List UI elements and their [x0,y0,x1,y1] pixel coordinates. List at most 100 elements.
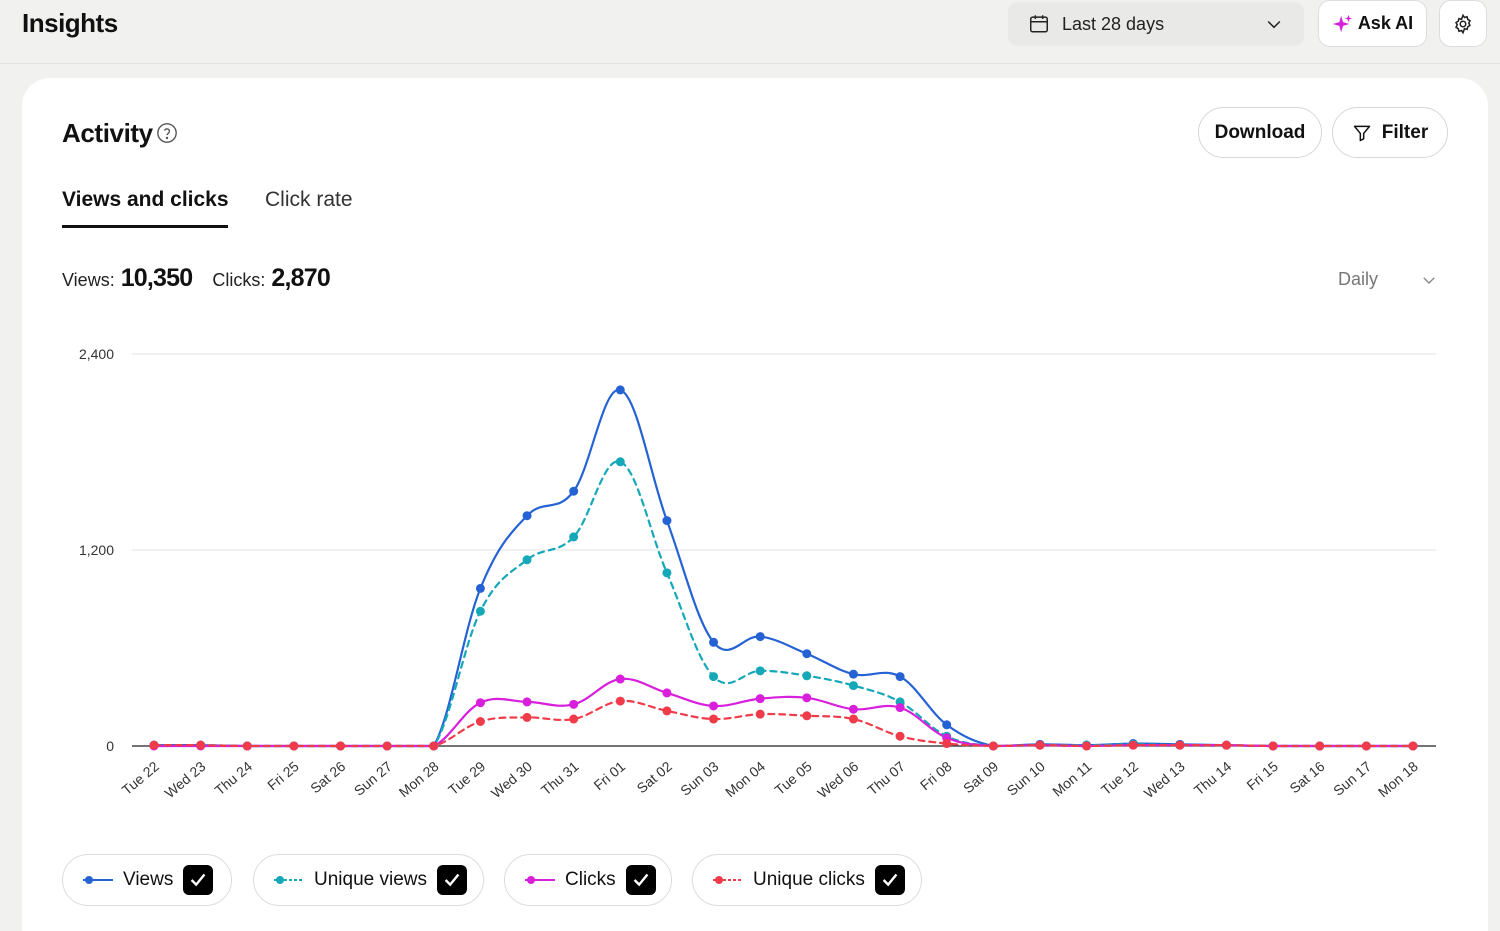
check-icon [882,873,898,887]
chevron-down-icon [1423,276,1435,284]
data-point-views [802,649,812,659]
data-point-unique-clicks [848,714,858,724]
activity-chart: 0 1,200 2,400 Tue 22 Wed 23 Thu 24 Fri 25 Sat 2… [79,346,1436,801]
filter-icon [1353,125,1371,141]
x-tick-label: Wed 13 [1141,758,1188,801]
x-tick-label: Sun 17 [1330,758,1374,799]
data-point-clicks [848,704,858,714]
data-point-unique-views [569,532,579,542]
calendar-icon [1030,15,1048,33]
card-title: Activity [62,118,153,148]
data-point-clicks [662,688,672,698]
x-tick-label: Thu 14 [1191,758,1235,798]
data-point-unique-views [662,568,672,578]
activity-card: Activity Download Filter Views and click… [22,78,1488,931]
y-tick-label: 0 [106,738,114,754]
x-tick-label: Wed 30 [488,758,535,801]
x-tick-label: Fri 01 [591,758,629,793]
x-tick-label: Sun 03 [677,758,721,799]
data-point-clicks [615,674,625,684]
check-icon [633,873,649,887]
check-icon [444,873,460,887]
ask-ai-button[interactable]: Ask AI [1318,0,1427,47]
interval-select[interactable]: Daily [1338,269,1438,290]
ask-ai-label: Ask AI [1357,13,1414,33]
data-point-unique-clicks [1175,740,1185,750]
data-point-unique-clicks [382,741,392,751]
x-tick-label: Sat 09 [960,758,1001,796]
clicks-stat-value: 2,870 [271,264,330,292]
x-tick-label: Mon 04 [722,758,768,800]
data-point-unique-clicks [242,741,252,751]
views-stat-value: 10,350 [120,264,193,292]
filter-button[interactable]: Filter [1332,107,1448,158]
settings-button[interactable] [1439,0,1487,47]
data-point-unique-views [615,457,625,467]
data-point-views [895,672,905,682]
data-point-unique-views [522,555,532,565]
x-tick-label: Sun 27 [351,758,395,799]
download-button[interactable]: Download [1198,107,1322,158]
data-point-unique-clicks [336,741,346,751]
data-point-unique-clicks [709,714,719,724]
data-point-unique-views [755,666,765,676]
data-point-unique-clicks [942,739,952,749]
data-point-views [942,720,952,730]
x-tick-label: Thu 31 [538,758,582,798]
data-point-unique-clicks [1035,740,1045,750]
data-point-clicks [569,699,579,709]
unique-clicks-swatch [713,876,743,884]
filter-label: Filter [1381,121,1429,143]
x-tick-label: Fri 25 [264,758,302,793]
x-tick-label: Tue 05 [771,758,814,798]
data-point-unique-clicks [196,740,206,750]
data-point-unique-clicks [1082,741,1092,751]
unique-views-checkbox[interactable] [437,865,467,895]
active-tab-indicator [62,225,228,228]
x-tick-label: Tue 12 [1098,758,1141,798]
tab-click-rate[interactable]: Click rate [265,188,353,211]
data-point-clicks [709,701,719,711]
summary-stats: Views: 10,350 Clicks: 2,870 [62,264,331,293]
date-range-select[interactable]: Last 28 days [1008,2,1304,46]
data-point-views [662,516,672,526]
data-point-unique-clicks [1315,741,1325,751]
data-point-unique-clicks [289,741,299,751]
data-point-unique-clicks [802,711,812,721]
data-point-unique-clicks [662,706,672,716]
help-icon[interactable] [156,122,178,144]
data-point-views [755,632,765,642]
x-tick-label: Wed 06 [814,758,861,801]
series-line-unique-views [152,460,1415,748]
legend-label: Unique views [314,869,427,890]
sparkle-icon [1332,14,1352,32]
gear-icon [1455,13,1471,34]
top-bar: Insights Last 28 days Ask AI [0,0,1500,64]
data-point-clicks [475,698,485,708]
data-point-views [848,669,858,679]
x-tick-label: Mon 18 [1375,758,1421,800]
data-point-views [522,511,532,521]
x-tick-label: Sat 16 [1286,758,1327,796]
views-checkbox[interactable] [183,865,214,895]
legend-unique-views[interactable]: Unique views [253,854,484,906]
data-point-unique-clicks [1221,740,1231,750]
legend-clicks[interactable]: Clicks [504,854,672,906]
data-point-clicks [522,697,532,707]
tab-views-and-clicks[interactable]: Views and clicks [62,188,229,211]
data-point-views [569,486,579,496]
clicks-checkbox[interactable] [625,865,656,895]
views-stat-label: Views: [62,270,115,290]
legend-views[interactable]: Views [62,854,232,906]
legend-label: Clicks [565,869,616,890]
x-tick-label: Sat 02 [634,758,675,796]
legend-unique-clicks[interactable]: Unique clicks [692,854,922,906]
unique-clicks-checkbox[interactable] [874,865,905,895]
data-point-unique-clicks [988,741,998,751]
download-label: Download [1214,121,1306,143]
data-point-clicks [895,703,905,713]
data-point-unique-clicks [475,717,485,726]
data-point-unique-clicks [895,731,905,741]
data-point-unique-clicks [1128,740,1138,750]
data-point-unique-clicks [569,714,579,724]
